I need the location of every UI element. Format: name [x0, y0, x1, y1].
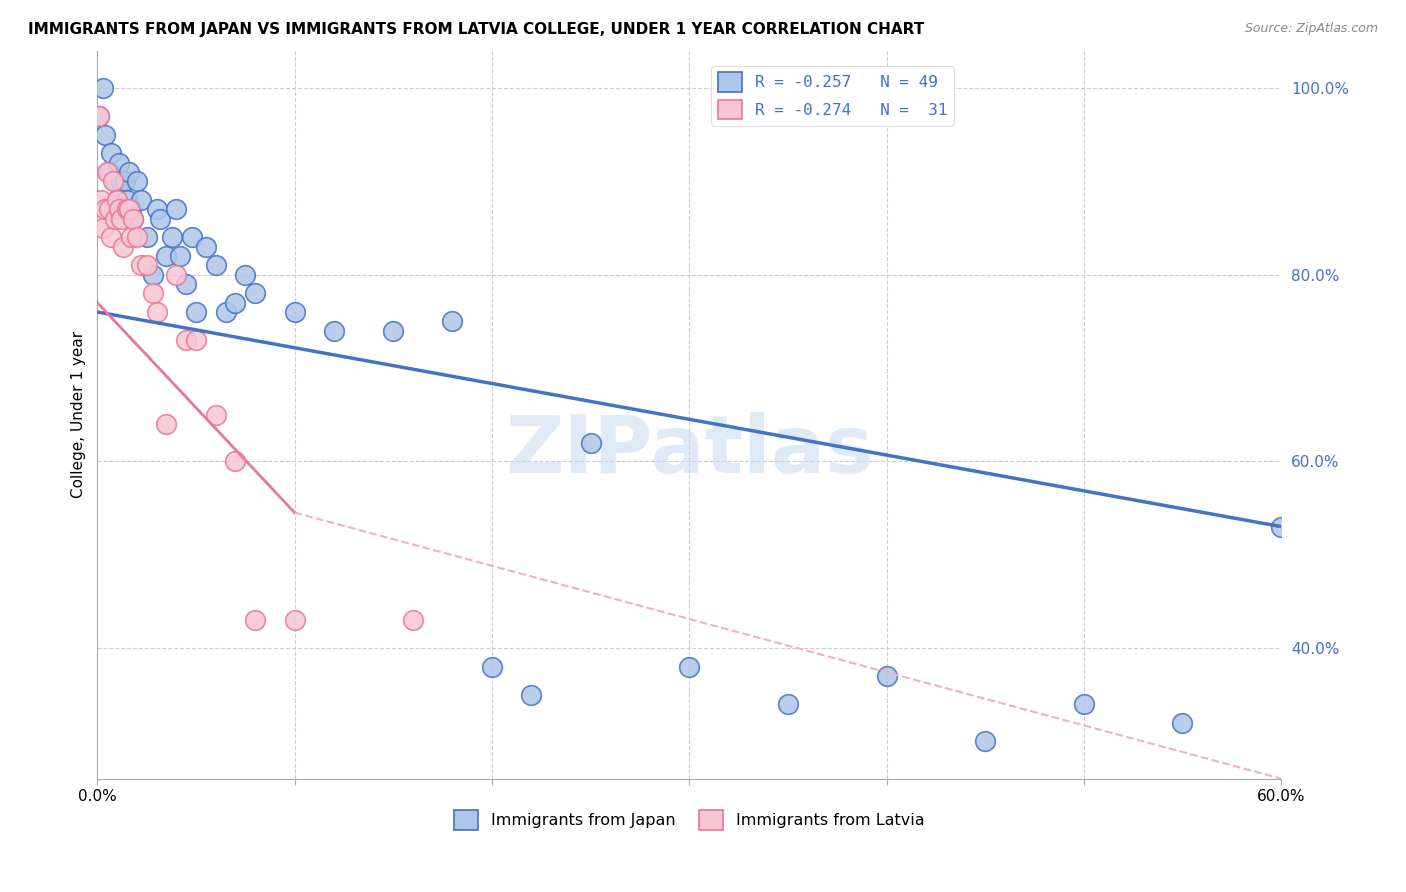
- Point: [90, 193, 112, 207]
- Point: [145, 202, 167, 217]
- Point: [96, 165, 118, 179]
- Point: [441, 314, 464, 328]
- Point: [105, 193, 128, 207]
- Point: [224, 295, 246, 310]
- Point: [104, 211, 127, 226]
- Point: [323, 324, 346, 338]
- Point: [115, 202, 138, 217]
- Text: Source: ZipAtlas.com: Source: ZipAtlas.com: [1244, 22, 1378, 36]
- Point: [162, 230, 184, 244]
- Point: [155, 249, 177, 263]
- Point: [233, 268, 256, 282]
- Point: [114, 174, 136, 188]
- Point: [104, 174, 127, 188]
- Point: [129, 258, 152, 272]
- Point: [98, 165, 121, 179]
- Point: [174, 333, 197, 347]
- Point: [214, 305, 236, 319]
- Point: [120, 230, 142, 244]
- Point: [876, 669, 898, 683]
- Point: [284, 613, 307, 627]
- Y-axis label: College, Under 1 year: College, Under 1 year: [72, 331, 86, 499]
- Point: [89, 109, 111, 123]
- Point: [678, 659, 700, 673]
- Point: [1171, 715, 1194, 730]
- Point: [110, 174, 132, 188]
- Point: [382, 324, 405, 338]
- Point: [224, 454, 246, 468]
- Point: [111, 240, 134, 254]
- Point: [94, 202, 117, 217]
- Point: [169, 249, 191, 263]
- Point: [129, 193, 152, 207]
- Point: [121, 211, 143, 226]
- Point: [155, 417, 177, 431]
- Text: IMMIGRANTS FROM JAPAN VS IMMIGRANTS FROM LATVIA COLLEGE, UNDER 1 YEAR CORRELATIO: IMMIGRANTS FROM JAPAN VS IMMIGRANTS FROM…: [28, 22, 924, 37]
- Point: [121, 211, 143, 226]
- Point: [94, 128, 117, 142]
- Point: [243, 286, 266, 301]
- Point: [142, 268, 165, 282]
- Point: [100, 146, 122, 161]
- Point: [776, 697, 799, 711]
- Point: [111, 202, 134, 217]
- Point: [142, 286, 165, 301]
- Point: [100, 230, 122, 244]
- Point: [145, 305, 167, 319]
- Point: [120, 202, 142, 217]
- Point: [118, 202, 141, 217]
- Point: [135, 258, 157, 272]
- Point: [481, 659, 503, 673]
- Point: [184, 305, 207, 319]
- Point: [110, 211, 132, 226]
- Point: [108, 155, 131, 169]
- Point: [184, 333, 207, 347]
- Point: [174, 277, 197, 291]
- Point: [165, 202, 187, 217]
- Point: [115, 193, 138, 207]
- Text: ZIPatlas: ZIPatlas: [505, 412, 873, 490]
- Point: [579, 435, 602, 450]
- Point: [402, 613, 425, 627]
- Point: [1270, 519, 1292, 533]
- Point: [1073, 697, 1095, 711]
- Point: [125, 230, 148, 244]
- Legend: Immigrants from Japan, Immigrants from Latvia: Immigrants from Japan, Immigrants from L…: [447, 804, 931, 836]
- Point: [204, 408, 226, 422]
- Point: [91, 81, 114, 95]
- Point: [89, 109, 111, 123]
- Point: [108, 202, 131, 217]
- Point: [98, 202, 121, 217]
- Point: [101, 174, 124, 188]
- Point: [91, 221, 114, 235]
- Point: [105, 193, 128, 207]
- Point: [118, 165, 141, 179]
- Point: [149, 211, 172, 226]
- Point: [165, 268, 187, 282]
- Point: [194, 240, 217, 254]
- Point: [520, 688, 543, 702]
- Point: [974, 734, 997, 748]
- Point: [181, 230, 204, 244]
- Point: [125, 174, 148, 188]
- Point: [135, 230, 157, 244]
- Point: [204, 258, 226, 272]
- Point: [243, 613, 266, 627]
- Point: [101, 202, 124, 217]
- Point: [284, 305, 307, 319]
